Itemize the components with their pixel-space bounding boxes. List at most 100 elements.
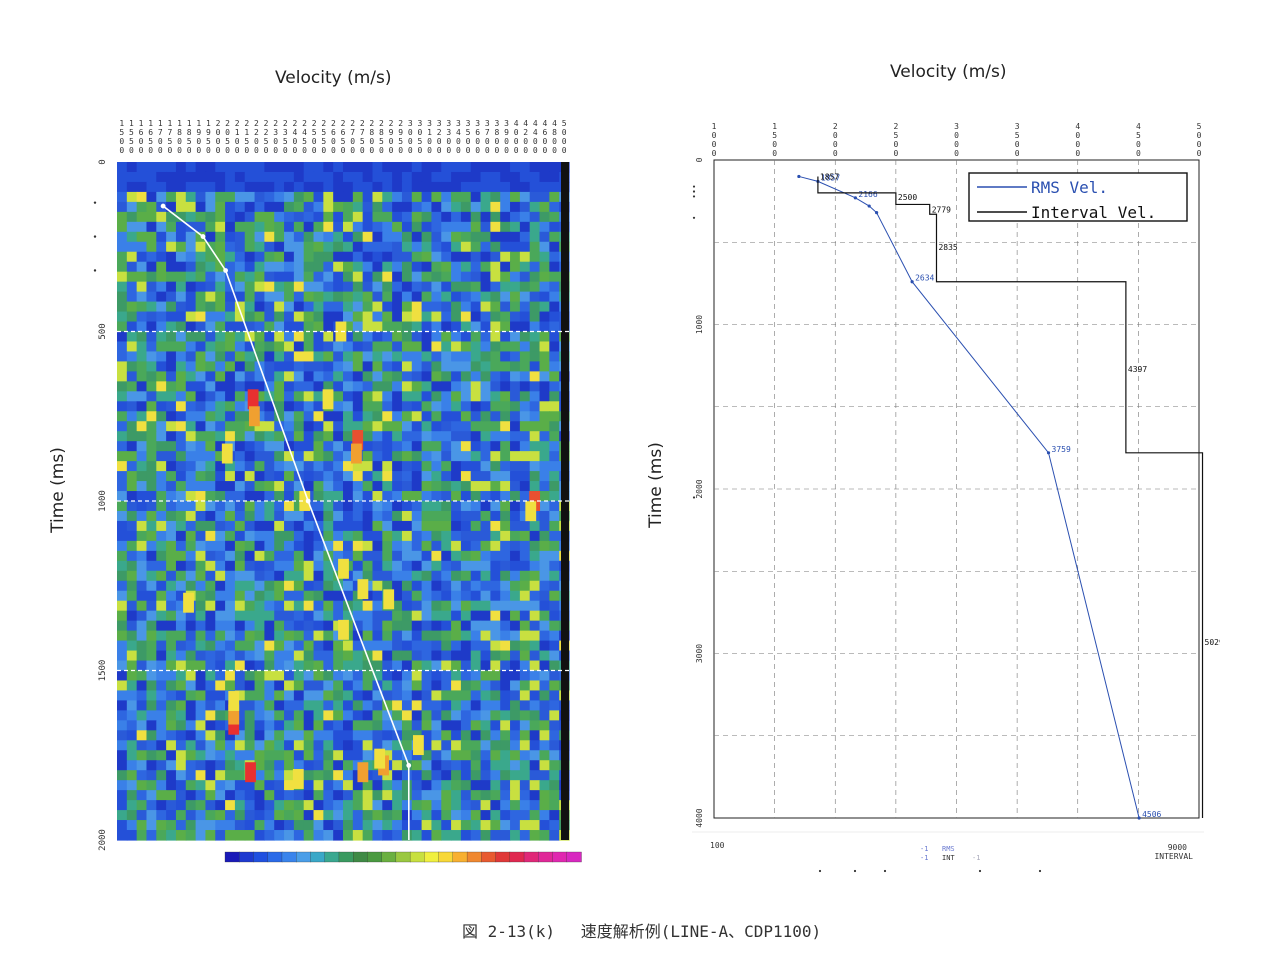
semblance-cell [234, 560, 246, 572]
semblance-cell [382, 560, 393, 572]
column-label-digit: 0 [273, 137, 278, 146]
semblance-cell [470, 361, 482, 372]
semblance-cell [382, 780, 393, 791]
semblance-cell [411, 221, 423, 233]
semblance-cell [470, 750, 482, 761]
semblance-cell [126, 411, 138, 422]
semblance-cell [343, 162, 354, 173]
semblance-cell [254, 201, 265, 213]
semblance-cell [382, 231, 393, 243]
semblance-cell [519, 221, 531, 233]
column-label-digit: 0 [379, 146, 384, 155]
semblance-cell [441, 471, 452, 482]
semblance-cell [392, 221, 403, 233]
semblance-cell [185, 451, 197, 462]
semblance-cell [117, 540, 128, 552]
semblance-cell [431, 550, 442, 562]
column-label-digit: 0 [225, 128, 230, 137]
semblance-cell [136, 760, 148, 771]
semblance-hotspot [383, 589, 395, 610]
semblance-cell [264, 660, 275, 672]
semblance-cell [284, 401, 295, 412]
semblance-cell [254, 700, 265, 711]
semblance-cell [460, 510, 472, 522]
semblance-cell [352, 750, 364, 761]
semblance-cell [146, 371, 157, 382]
semblance-hotspot [245, 762, 256, 783]
semblance-cell [166, 730, 177, 741]
semblance-cell [126, 471, 138, 482]
semblance-cell [431, 281, 442, 293]
semblance-cell [431, 530, 442, 542]
semblance-cell [401, 670, 413, 682]
semblance-cell [205, 341, 216, 353]
semblance-cell [244, 530, 256, 542]
semblance-cell [352, 291, 364, 303]
semblance-cell [372, 690, 383, 702]
semblance-cell [490, 241, 501, 253]
semblance-cell [460, 231, 472, 243]
semblance-cell [254, 810, 265, 821]
semblance-cell [175, 391, 187, 402]
semblance-cell [254, 570, 265, 582]
semblance-cell [303, 411, 315, 422]
semblance-cell [146, 351, 157, 363]
x-tick-digit: 2 [893, 122, 898, 131]
semblance-cell [234, 660, 246, 672]
semblance-cell [392, 291, 403, 303]
semblance-cell [205, 810, 216, 821]
colorbar-swatch [367, 851, 383, 863]
semblance-cell [185, 391, 197, 402]
semblance-cell [126, 401, 138, 412]
semblance-cell [126, 491, 138, 502]
semblance-cell [352, 610, 364, 622]
semblance-cell [529, 371, 541, 382]
semblance-cell [175, 540, 187, 552]
semblance-cell [352, 171, 364, 183]
semblance-cell [313, 600, 324, 612]
semblance-cell [303, 810, 315, 821]
semblance-cell [126, 680, 138, 692]
semblance-cell [539, 540, 550, 552]
semblance-cell [343, 201, 354, 213]
semblance-cell [451, 540, 462, 552]
semblance-cell [205, 381, 216, 392]
semblance-cell [215, 630, 226, 642]
semblance-cell [401, 451, 413, 462]
semblance-cell [284, 580, 295, 592]
semblance-cell [421, 770, 433, 781]
semblance-cell [195, 211, 207, 223]
semblance-cell [333, 830, 344, 841]
semblance-cell [549, 540, 560, 552]
semblance-cell [215, 331, 226, 343]
semblance-cell [215, 730, 226, 741]
semblance-cell [234, 461, 246, 472]
semblance-cell [352, 241, 364, 253]
semblance-cell [126, 391, 138, 402]
semblance-cell [352, 690, 364, 702]
y-tick-label: 2000 [695, 479, 704, 498]
semblance-cell [225, 790, 236, 801]
semblance-cell [431, 760, 442, 771]
semblance-cell [431, 181, 442, 193]
semblance-cell [421, 221, 433, 233]
semblance-cell [284, 810, 295, 821]
semblance-cell [352, 530, 364, 542]
semblance-cell [126, 421, 138, 432]
semblance-cell [303, 221, 315, 233]
semblance-cell [136, 730, 148, 741]
semblance-cell [293, 700, 305, 711]
semblance-cell [126, 311, 138, 323]
semblance-cell [362, 191, 374, 203]
semblance-cell [539, 501, 550, 512]
semblance-cell [117, 231, 128, 243]
semblance-cell [352, 261, 364, 273]
semblance-cell [333, 201, 344, 213]
semblance-cell [264, 750, 275, 761]
semblance-hotspot [338, 619, 349, 640]
semblance-cell [205, 421, 216, 432]
x-tick-digit: 0 [893, 140, 898, 149]
semblance-cell [519, 201, 531, 213]
